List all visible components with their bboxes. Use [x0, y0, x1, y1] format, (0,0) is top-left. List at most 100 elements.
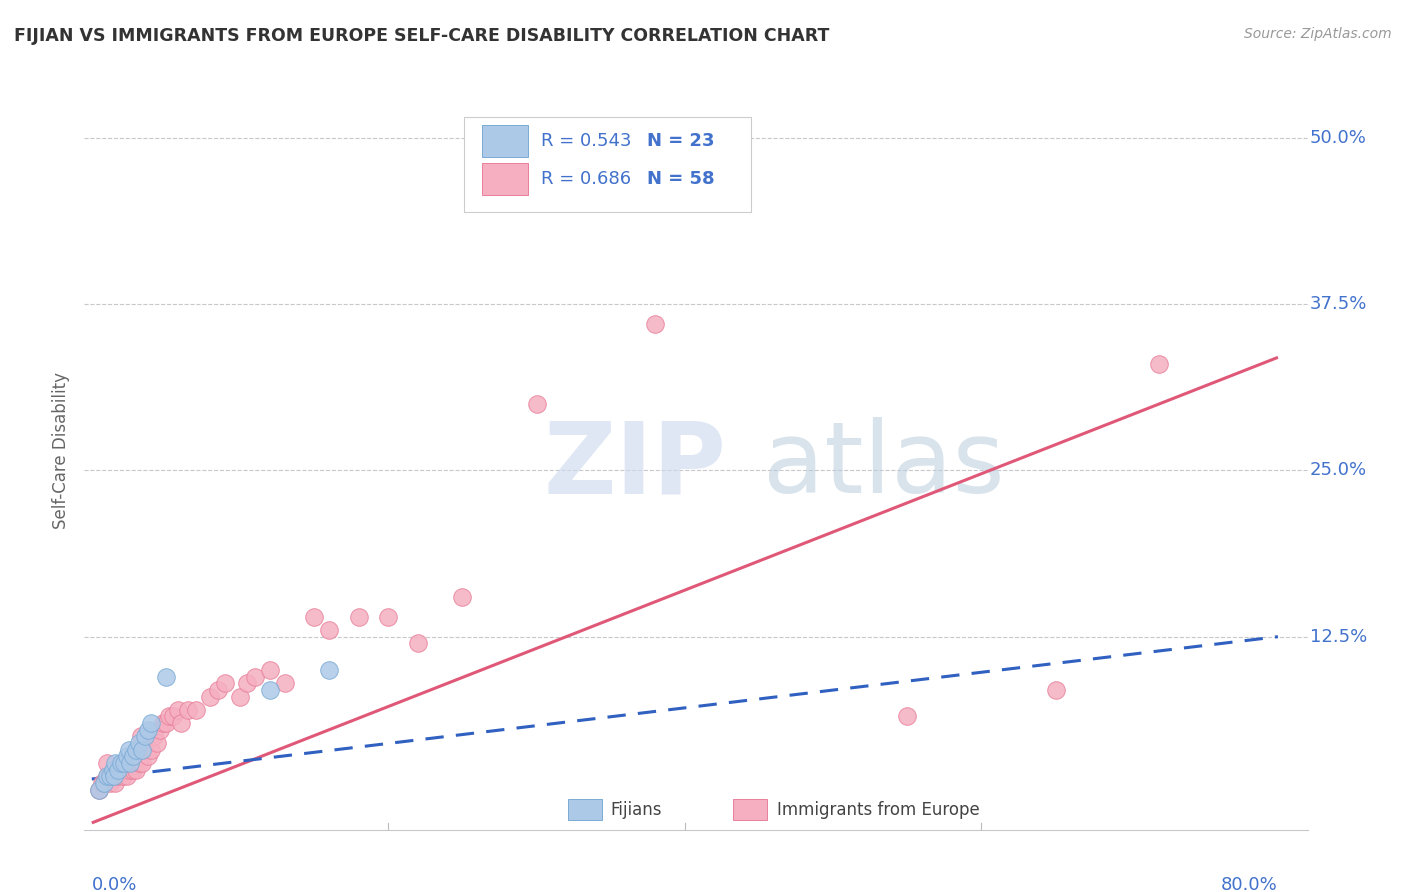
Point	[98, 769, 121, 783]
Point	[103, 769, 125, 783]
Point	[134, 730, 156, 744]
Point	[104, 756, 127, 770]
Point	[120, 756, 142, 770]
Point	[112, 763, 135, 777]
Point	[103, 763, 125, 777]
Point	[115, 756, 138, 770]
Point	[122, 749, 145, 764]
Text: Immigrants from Europe: Immigrants from Europe	[776, 801, 980, 819]
Point	[139, 743, 162, 757]
Point	[125, 763, 148, 777]
Point	[143, 730, 166, 744]
Bar	[482, 125, 529, 157]
Text: FIJIAN VS IMMIGRANTS FROM EUROPE SELF-CARE DISABILITY CORRELATION CHART: FIJIAN VS IMMIGRANTS FROM EUROPE SELF-CA…	[14, 27, 830, 45]
Point	[120, 756, 142, 770]
Point	[129, 730, 152, 744]
Point	[103, 769, 125, 783]
Text: 25.0%: 25.0%	[1310, 461, 1367, 479]
Point	[100, 769, 122, 783]
Point	[162, 709, 184, 723]
Point	[96, 756, 118, 770]
Point	[177, 703, 200, 717]
Point	[128, 756, 150, 770]
Point	[347, 609, 370, 624]
Point	[273, 676, 295, 690]
Point	[146, 736, 169, 750]
Text: R = 0.686: R = 0.686	[541, 170, 631, 188]
Point	[91, 776, 114, 790]
Point	[318, 663, 340, 677]
Point	[155, 670, 177, 684]
Point	[110, 756, 132, 770]
Point	[302, 609, 325, 624]
Point	[131, 756, 153, 770]
Point	[157, 709, 180, 723]
FancyBboxPatch shape	[464, 117, 751, 211]
Point	[644, 317, 666, 331]
Point	[93, 776, 115, 790]
Point	[166, 703, 188, 717]
Point	[406, 636, 429, 650]
Point	[214, 676, 236, 690]
Bar	[482, 163, 529, 195]
Point	[111, 769, 134, 783]
Point	[236, 676, 259, 690]
Point	[139, 716, 162, 731]
Point	[134, 743, 156, 757]
Point	[105, 763, 128, 777]
Point	[96, 769, 118, 783]
Y-axis label: Self-Care Disability: Self-Care Disability	[52, 372, 70, 529]
Point	[122, 763, 145, 777]
Bar	[568, 799, 602, 821]
Point	[184, 703, 207, 717]
Point	[110, 763, 132, 777]
Text: 80.0%: 80.0%	[1222, 876, 1278, 892]
Point	[149, 723, 172, 737]
Point	[207, 682, 229, 697]
Point	[118, 743, 141, 757]
Point	[318, 623, 340, 637]
Point	[96, 769, 118, 783]
Point	[98, 776, 121, 790]
Point	[127, 743, 149, 757]
Point	[101, 763, 124, 777]
Point	[377, 609, 399, 624]
Text: N = 58: N = 58	[647, 170, 714, 188]
Text: 12.5%: 12.5%	[1310, 628, 1367, 646]
Point	[896, 709, 918, 723]
Point	[259, 663, 281, 677]
Point	[1045, 682, 1067, 697]
Text: 37.5%: 37.5%	[1310, 295, 1368, 313]
Point	[107, 769, 129, 783]
Point	[1149, 357, 1171, 371]
Point	[104, 776, 127, 790]
Point	[229, 690, 252, 704]
Point	[128, 736, 150, 750]
Point	[155, 716, 177, 731]
Point	[93, 776, 115, 790]
Point	[451, 590, 474, 604]
Text: Fijians: Fijians	[610, 801, 662, 819]
Point	[170, 716, 193, 731]
Point	[125, 743, 148, 757]
Text: Source: ZipAtlas.com: Source: ZipAtlas.com	[1244, 27, 1392, 41]
Text: atlas: atlas	[763, 417, 1005, 514]
Point	[107, 763, 129, 777]
Point	[152, 716, 174, 731]
Text: ZIP: ZIP	[543, 417, 725, 514]
Point	[117, 749, 139, 764]
Point	[112, 756, 135, 770]
Point	[136, 749, 159, 764]
Text: 50.0%: 50.0%	[1310, 128, 1367, 147]
Point	[136, 723, 159, 737]
Point	[131, 743, 153, 757]
Point	[200, 690, 222, 704]
Point	[117, 769, 139, 783]
Text: N = 23: N = 23	[647, 132, 714, 150]
Point	[89, 782, 111, 797]
Point	[89, 782, 111, 797]
Point	[259, 682, 281, 697]
Text: R = 0.543: R = 0.543	[541, 132, 631, 150]
Point	[118, 763, 141, 777]
Text: 0.0%: 0.0%	[91, 876, 138, 892]
